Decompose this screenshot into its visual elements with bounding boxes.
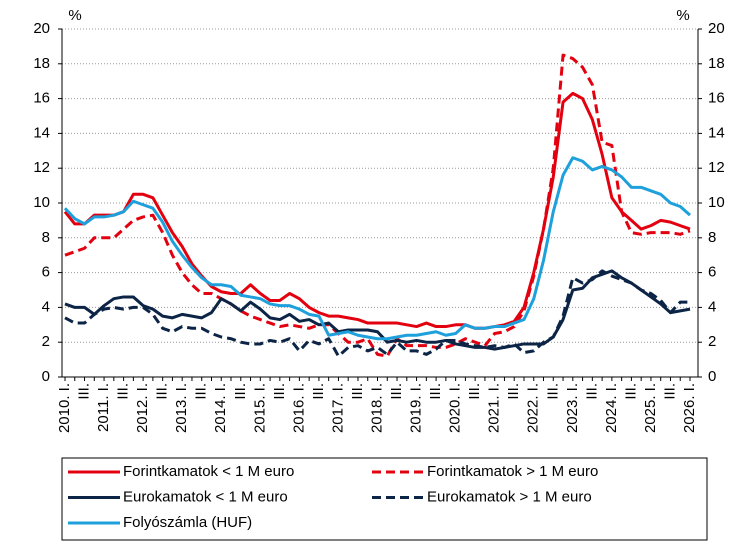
x-tick-label: 2025. I.	[642, 383, 659, 433]
x-tick-label: III.	[505, 383, 522, 400]
x-tick-label: 2023. I.	[564, 383, 581, 433]
y-tick-label: 14	[33, 124, 50, 141]
y-tick-label: 8	[42, 229, 50, 246]
y2-tick-label: 2	[708, 333, 716, 350]
x-tick-label: III.	[76, 383, 93, 400]
x-tick-label: 2014. I.	[212, 383, 229, 433]
x-tick-label: 2015. I.	[251, 383, 268, 433]
x-tick-label: III.	[466, 383, 483, 400]
x-tick-label: III.	[544, 383, 561, 400]
x-tick-label: III.	[193, 383, 210, 400]
y-tick-label: 2	[42, 333, 50, 350]
legend-label: Folyószámla (HUF)	[123, 514, 252, 531]
legend-label: Forintkamatok > 1 M euro	[427, 463, 598, 480]
y2-tick-label: 0	[708, 368, 716, 385]
y-unit-left: %	[68, 7, 81, 24]
y2-tick-label: 6	[708, 264, 716, 281]
x-tick-label: 2020. I.	[447, 383, 464, 433]
y-unit-right: %	[676, 7, 689, 24]
series-line	[64, 269, 691, 351]
legend-box	[61, 457, 708, 541]
x-tick-label: III.	[115, 383, 132, 400]
y2-tick-label: 14	[708, 124, 725, 141]
x-tick-label: III.	[622, 383, 639, 400]
x-tick-label: 2021. I.	[486, 383, 503, 433]
x-tick-label: 2013. I.	[173, 383, 190, 433]
x-tick-label: III.	[271, 383, 288, 400]
y-tick-label: 4	[42, 298, 50, 315]
x-tick-label: III.	[427, 383, 444, 400]
x-tick-label: III.	[310, 383, 327, 400]
y-tick-label: 16	[33, 90, 50, 107]
series-line	[63, 156, 691, 341]
x-tick-label: 2017. I.	[329, 383, 346, 433]
y2-tick-label: 16	[708, 90, 725, 107]
x-tick-label: 2016. I.	[290, 383, 307, 433]
y2-tick-label: 4	[708, 298, 716, 315]
series-line	[64, 269, 690, 358]
series-line	[63, 91, 691, 330]
y-tick-label: 20	[33, 20, 50, 37]
x-tick-label: III.	[154, 383, 171, 400]
y2-tick-label: 18	[708, 55, 725, 72]
x-tick-label: 2012. I.	[134, 383, 151, 433]
x-tick-label: III.	[583, 383, 600, 400]
x-tick-label: III.	[388, 383, 405, 400]
y-tick-label: 18	[33, 55, 50, 72]
y2-tick-label: 8	[708, 229, 716, 246]
x-tick-label: III.	[349, 383, 366, 400]
legend-label: Eurokamatok < 1 M euro	[123, 488, 288, 505]
x-tick-label: 2022. I.	[525, 383, 542, 433]
legend-label: Forintkamatok < 1 M euro	[123, 463, 294, 480]
x-tick-label: 2024. I.	[603, 383, 620, 433]
x-tick-label: 2010. I.	[56, 383, 73, 433]
y2-tick-label: 12	[708, 159, 725, 176]
y-tick-label: 6	[42, 264, 50, 281]
series-line	[64, 53, 691, 358]
x-tick-label: 2018. I.	[368, 383, 385, 433]
y2-tick-label: 10	[708, 194, 725, 211]
x-tick-label: III.	[661, 383, 678, 400]
y-tick-label: 0	[42, 368, 50, 385]
x-tick-label: 2011. I.	[95, 383, 112, 432]
y-tick-label: 12	[33, 159, 50, 176]
y-tick-label: 10	[33, 194, 50, 211]
x-tick-label: III.	[232, 383, 249, 400]
legend-label: Eurokamatok > 1 M euro	[427, 488, 592, 505]
y2-tick-label: 20	[708, 20, 725, 37]
x-tick-label: 2019. I.	[408, 383, 425, 433]
x-tick-label: 2026. I.	[681, 383, 698, 433]
